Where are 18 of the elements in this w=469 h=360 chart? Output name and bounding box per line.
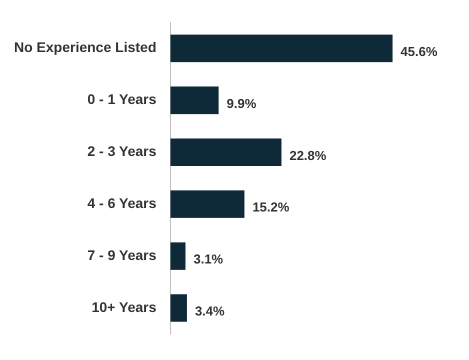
data-label: 45.6% <box>400 44 438 59</box>
data-label: 3.1% <box>193 252 224 267</box>
y-tick-label: No Experience Listed <box>14 39 156 56</box>
data-label: 22.8% <box>289 148 327 163</box>
bar <box>170 34 393 62</box>
y-tick-label: 10+ Years <box>92 298 157 315</box>
bar <box>170 190 244 218</box>
bar <box>170 294 187 322</box>
bar <box>170 138 282 166</box>
bar <box>170 86 219 114</box>
data-label: 9.9% <box>226 96 257 111</box>
data-label: 15.2% <box>252 200 290 215</box>
data-label: 3.4% <box>194 304 226 319</box>
y-tick-label: 4 - 6 Years <box>87 195 157 212</box>
y-tick-label: 2 - 3 Years <box>87 143 157 160</box>
bar <box>170 242 186 270</box>
y-tick-label: 0 - 1 Years <box>87 91 157 108</box>
y-tick-label: 7 - 9 Years <box>87 246 157 263</box>
